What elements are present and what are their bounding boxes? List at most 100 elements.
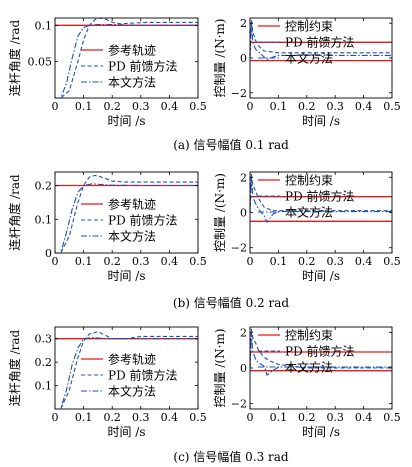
- y-tick-label: 0: [45, 247, 52, 260]
- x-tick-label: 0.1: [270, 255, 288, 268]
- x-tick-label: 0.1: [75, 255, 93, 268]
- legend-label: PD 前馈方法: [108, 213, 178, 228]
- x-tick-label: 0.2: [298, 100, 316, 113]
- x-tick-label: 0.2: [103, 100, 121, 113]
- x-tick-label: 0.3: [326, 100, 344, 113]
- y-tick-label: 0.05: [28, 56, 53, 69]
- legend-label: 控制约束: [285, 328, 333, 343]
- y-axis-label: 控制量 /(N·m): [213, 173, 227, 252]
- x-tick-label: 0.2: [103, 255, 121, 268]
- y-tick-label: 0.1: [35, 213, 53, 226]
- legend-label: 控制约束: [285, 173, 333, 188]
- x-tick-label: 0.4: [355, 411, 373, 424]
- y-tick-label: 0.1: [35, 380, 53, 393]
- series-line-b-left-1: [55, 174, 198, 254]
- x-axis-label: 时间 /s: [107, 425, 145, 439]
- legend-label: 本文方法: [108, 229, 156, 244]
- legend-label: 控制约束: [285, 19, 333, 34]
- x-tick-label: 0.3: [132, 100, 150, 113]
- y-tick-label: −2: [231, 242, 247, 255]
- y-tick-label: −2: [231, 87, 247, 100]
- x-tick-label: 0.5: [383, 255, 401, 268]
- x-tick-label: 0.5: [383, 411, 401, 424]
- x-tick-label: 0.5: [189, 411, 207, 424]
- x-tick-label: 0.4: [355, 255, 373, 268]
- legend-label: 本文方法: [285, 360, 333, 375]
- x-tick-label: 0.3: [326, 255, 344, 268]
- x-tick-label: 0.5: [383, 100, 401, 113]
- y-tick-label: 2: [240, 171, 247, 184]
- y-axis-label: 连杆角度 /rad: [7, 329, 22, 406]
- x-tick-label: 0: [52, 411, 59, 424]
- y-tick-label: 0: [240, 207, 247, 220]
- y-axis-label: 连杆角度 /rad: [7, 19, 22, 96]
- series-line-a-right-3: [249, 23, 392, 61]
- series-line-c-left-1: [55, 331, 198, 410]
- caption-b: (b) 信号幅值 0.2 rad: [173, 295, 289, 310]
- series-line-c-right-2: [249, 328, 392, 369]
- y-axis-label: 控制量 /(N·m): [213, 329, 227, 408]
- x-axis-label: 时间 /s: [302, 114, 340, 128]
- axes-box-c-left: [54, 326, 199, 410]
- x-tick-label: 0.3: [132, 255, 150, 268]
- chart-a-left: 0 0.1 0.2 0.3 0.4 0.5 0.05 0.1 时间 /s 连杆角度 /rad 参考轨…: [7, 17, 207, 128]
- caption-c: (c) 信号幅值 0.3 rad: [173, 449, 289, 464]
- series-line-a-left-2: [55, 23, 198, 99]
- x-tick-label: 0: [247, 411, 254, 424]
- y-tick-label: 0: [240, 362, 247, 375]
- legend-label: 参考轨迹: [108, 352, 156, 367]
- x-tick-label: 0.1: [270, 411, 288, 424]
- x-tick-label: 0.1: [75, 100, 93, 113]
- caption-a: (a) 信号幅值 0.1 rad: [173, 137, 289, 152]
- series-line-b-left-2: [55, 183, 198, 254]
- legend-label: 本文方法: [285, 205, 333, 220]
- x-axis-label: 时间 /s: [302, 269, 340, 283]
- y-tick-label: 0: [240, 52, 247, 65]
- x-axis-label: 时间 /s: [302, 425, 340, 439]
- x-axis-label: 时间 /s: [107, 114, 145, 128]
- x-tick-label: 0.4: [355, 100, 373, 113]
- x-tick-label: 0.4: [161, 255, 179, 268]
- x-tick-label: 0.2: [103, 411, 121, 424]
- x-tick-label: 0.3: [326, 411, 344, 424]
- x-tick-label: 0.1: [75, 411, 93, 424]
- y-tick-label: −2: [231, 398, 247, 411]
- series-line-c-right-3: [249, 332, 392, 377]
- y-tick-label: 0.3: [35, 333, 53, 346]
- legend-label: PD 前馈方法: [285, 344, 355, 359]
- legend-label: PD 前馈方法: [285, 35, 355, 50]
- y-tick-label: 0.2: [35, 180, 53, 193]
- x-tick-label: 0: [247, 255, 254, 268]
- y-tick-label: 0.1: [35, 19, 53, 32]
- y-tick-label: 0.2: [35, 356, 53, 369]
- series-line-b-right-2: [249, 173, 392, 213]
- axes-box-b-left: [54, 171, 199, 254]
- y-tick-label: 2: [240, 17, 247, 30]
- legend-label: 本文方法: [108, 384, 156, 399]
- legend-label: 参考轨迹: [108, 43, 156, 58]
- legend-label: 本文方法: [108, 75, 156, 90]
- x-tick-label: 0.5: [189, 255, 207, 268]
- axes-box-a-left: [54, 17, 199, 99]
- x-tick-label: 0: [52, 100, 59, 113]
- legend-label: PD 前馈方法: [108, 59, 178, 74]
- y-axis-label: 连杆角度 /rad: [7, 174, 22, 251]
- legend-label: 本文方法: [285, 51, 333, 66]
- x-tick-label: 0.2: [298, 411, 316, 424]
- x-tick-label: 0: [52, 255, 59, 268]
- legend-label: 参考轨迹: [108, 197, 156, 212]
- y-axis-label: 控制量 /(N·m): [213, 19, 227, 98]
- legend-label: PD 前馈方法: [108, 368, 178, 383]
- x-tick-label: 0.3: [132, 411, 150, 424]
- x-tick-label: 0.2: [298, 255, 316, 268]
- series-line-b-right-3: [249, 177, 392, 224]
- x-tick-label: 0.1: [270, 100, 288, 113]
- x-tick-label: 0.4: [161, 100, 179, 113]
- x-tick-label: 0.5: [189, 100, 207, 113]
